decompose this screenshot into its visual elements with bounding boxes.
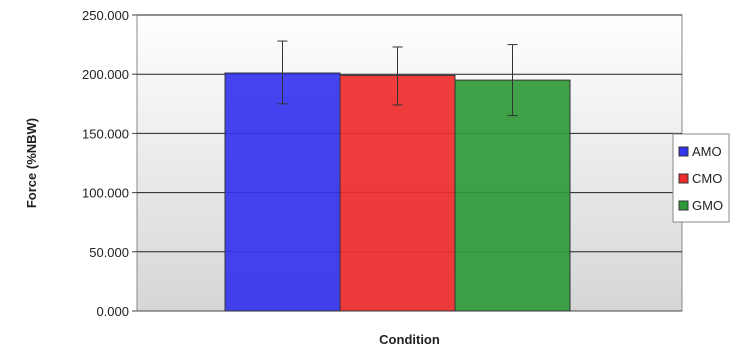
legend-swatch-gmo: [678, 200, 689, 211]
bar-amo: [224, 72, 341, 312]
bar-cmo: [339, 74, 456, 312]
legend-swatch-cmo: [678, 173, 689, 184]
bars: [224, 72, 571, 312]
x-axis-title: Condition: [379, 332, 440, 347]
y-tick-label: 100.000: [82, 186, 129, 201]
legend-swatch-amo: [678, 146, 689, 157]
y-tick-label: 200.000: [82, 67, 129, 82]
legend: AMO CMO GMO: [672, 133, 730, 223]
bar-gmo: [454, 79, 571, 312]
error-bars: [277, 40, 518, 117]
y-tick-label: 50.000: [89, 245, 129, 260]
legend-label-cmo: CMO: [692, 171, 722, 186]
y-tick-label: 0.000: [96, 304, 129, 319]
y-axis-ticks: 0.000 50.000 100.000 150.000 200.000 250.000: [82, 8, 137, 319]
legend-label-gmo: GMO: [692, 198, 723, 213]
legend-label-amo: AMO: [692, 144, 722, 159]
y-axis-title: Force (%NBW): [24, 118, 39, 208]
y-tick-label: 250.000: [82, 8, 129, 23]
y-tick-label: 150.000: [82, 126, 129, 141]
